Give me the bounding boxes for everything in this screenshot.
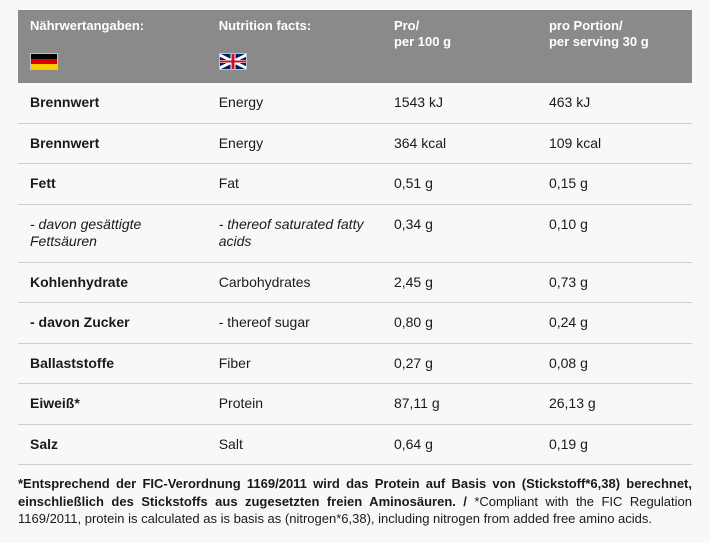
nutrition-table-body: Nährwertangaben: Nutrition facts: Pro/pe…	[18, 10, 692, 465]
cell-per30: 0,08 g	[537, 343, 692, 384]
cell-de: Ballaststoffe	[18, 343, 207, 384]
table-row: Eiweiß*Protein87,11 g26,13 g	[18, 384, 692, 425]
cell-en: Energy	[207, 83, 382, 123]
flag-uk-icon	[219, 53, 247, 70]
cell-per100: 1543 kJ	[382, 83, 537, 123]
cell-de: Salz	[18, 424, 207, 465]
cell-per30: 26,13 g	[537, 384, 692, 425]
cell-per30: 463 kJ	[537, 83, 692, 123]
cell-de: Brennwert	[18, 83, 207, 123]
cell-en: - thereof sugar	[207, 303, 382, 344]
table-row: - davon Zucker- thereof sugar0,80 g0,24 …	[18, 303, 692, 344]
table-row: FettFat0,51 g0,15 g	[18, 164, 692, 205]
cell-per100: 0,34 g	[382, 204, 537, 262]
nutrition-table: Nährwertangaben: Nutrition facts: Pro/pe…	[18, 10, 692, 465]
cell-per30: 0,24 g	[537, 303, 692, 344]
cell-de: Fett	[18, 164, 207, 205]
cell-en: - thereof saturated fatty acids	[207, 204, 382, 262]
cell-per100: 0,51 g	[382, 164, 537, 205]
cell-per100: 87,11 g	[382, 384, 537, 425]
cell-en: Fiber	[207, 343, 382, 384]
table-row: - davon gesättigte Fettsäuren- thereof s…	[18, 204, 692, 262]
cell-de: Brennwert	[18, 123, 207, 164]
header-row-flags	[18, 53, 692, 83]
flag-de-icon	[30, 53, 58, 70]
cell-per100: 0,64 g	[382, 424, 537, 465]
cell-per30: 0,19 g	[537, 424, 692, 465]
cell-de: Eiweiß*	[18, 384, 207, 425]
header-col-de: Nährwertangaben:	[18, 10, 207, 53]
cell-per30: 0,73 g	[537, 262, 692, 303]
footnote-text: *Entsprechend der FIC-Verordnung 1169/20…	[18, 475, 692, 528]
cell-en: Salt	[207, 424, 382, 465]
header-col-per100: Pro/per 100 g	[382, 10, 537, 53]
cell-per30: 0,15 g	[537, 164, 692, 205]
header-row-labels: Nährwertangaben: Nutrition facts: Pro/pe…	[18, 10, 692, 53]
cell-per30: 0,10 g	[537, 204, 692, 262]
cell-per100: 0,80 g	[382, 303, 537, 344]
cell-per100: 0,27 g	[382, 343, 537, 384]
cell-en: Fat	[207, 164, 382, 205]
cell-per30: 109 kcal	[537, 123, 692, 164]
cell-de: Kohlenhydrate	[18, 262, 207, 303]
cell-en: Protein	[207, 384, 382, 425]
header-col-en: Nutrition facts:	[207, 10, 382, 53]
cell-en: Carbohydrates	[207, 262, 382, 303]
table-row: KohlenhydrateCarbohydrates2,45 g0,73 g	[18, 262, 692, 303]
cell-per100: 364 kcal	[382, 123, 537, 164]
header-col-per30: pro Portion/per serving 30 g	[537, 10, 692, 53]
table-row: BallaststoffeFiber0,27 g0,08 g	[18, 343, 692, 384]
cell-de: - davon gesättigte Fettsäuren	[18, 204, 207, 262]
table-row: BrennwertEnergy1543 kJ463 kJ	[18, 83, 692, 123]
cell-de: - davon Zucker	[18, 303, 207, 344]
table-row: BrennwertEnergy364 kcal109 kcal	[18, 123, 692, 164]
cell-en: Energy	[207, 123, 382, 164]
table-row: SalzSalt0,64 g0,19 g	[18, 424, 692, 465]
cell-per100: 2,45 g	[382, 262, 537, 303]
